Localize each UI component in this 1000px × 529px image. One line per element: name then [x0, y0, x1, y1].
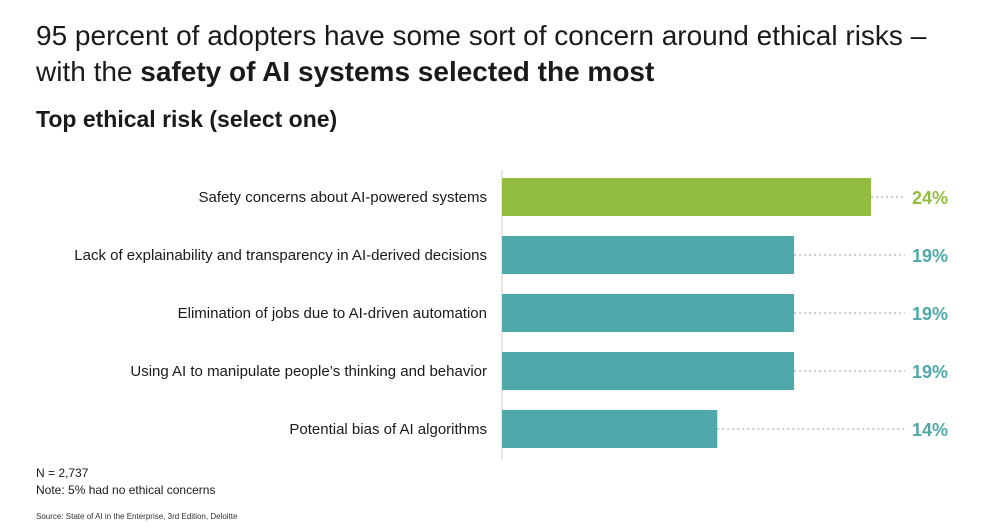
- headline-line2-bold: safety of AI systems selected the most: [140, 56, 655, 87]
- category-label: Potential bias of AI algorithms: [289, 421, 487, 438]
- value-label: 19%: [912, 246, 948, 266]
- category-label: Using AI to manipulate people’s thinking…: [130, 363, 487, 380]
- footnote: Note: 5% had no ethical concerns: [36, 483, 216, 497]
- sample-size: N = 2,737: [36, 466, 89, 480]
- source-citation: Source: State of AI in the Enterprise, 3…: [36, 512, 238, 521]
- value-label: 19%: [912, 304, 948, 324]
- value-label: 24%: [912, 188, 948, 208]
- bar: [502, 410, 718, 448]
- headline-line2-plain: with the: [36, 56, 141, 87]
- bar: [502, 236, 795, 274]
- category-label: Lack of explainability and transparency …: [74, 247, 487, 264]
- bar: [502, 294, 795, 332]
- bar: [502, 352, 795, 390]
- category-label: Safety concerns about AI-powered systems: [199, 189, 487, 206]
- headline-line1: 95 percent of adopters have some sort of…: [36, 20, 927, 51]
- category-label: Elimination of jobs due to AI-driven aut…: [178, 305, 487, 322]
- bar: [502, 178, 871, 216]
- headline: 95 percent of adopters have some sort of…: [36, 18, 976, 90]
- chart-subtitle: Top ethical risk (select one): [36, 106, 338, 132]
- value-label: 19%: [912, 362, 948, 382]
- value-label: 14%: [912, 420, 948, 440]
